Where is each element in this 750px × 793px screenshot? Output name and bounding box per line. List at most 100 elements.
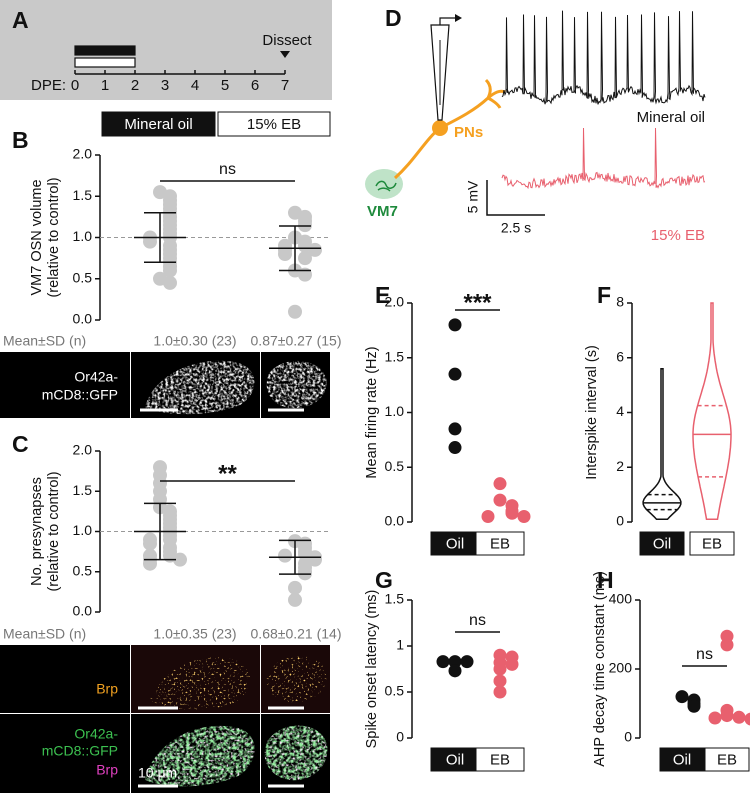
- y-tick-label: 1.0: [385, 403, 405, 419]
- micrograph: [266, 655, 327, 703]
- y-tick-label: 0: [616, 513, 624, 529]
- y-axis-label: (relative to control): [46, 471, 62, 591]
- micrograph: [264, 725, 328, 781]
- significance-label: **: [218, 460, 237, 487]
- significance-label: ns: [469, 612, 486, 629]
- group-label-box: [659, 747, 705, 772]
- glomerulus-label: VM7: [367, 203, 398, 220]
- group-label: Oil: [653, 535, 671, 552]
- violin: [692, 302, 732, 521]
- group-label: Oil: [673, 751, 691, 768]
- group-label: EB: [490, 751, 510, 768]
- y-tick-label: 400: [609, 591, 633, 607]
- x-axis-label: DPE:: [31, 77, 66, 94]
- image-label: Or42a-: [74, 369, 118, 385]
- group-label: EB: [490, 535, 510, 552]
- x-tick-label: 4: [191, 77, 199, 94]
- y-tick-label: 2.0: [385, 294, 405, 310]
- data-point: [448, 422, 462, 436]
- legend-label: Mineral oil: [124, 116, 192, 133]
- panel-bg: [0, 0, 332, 100]
- image-label: mCD8::GFP: [42, 743, 118, 759]
- y-tick-label: 0.5: [73, 562, 93, 578]
- x-tick-label: 1: [101, 77, 109, 94]
- data-point: [448, 367, 462, 381]
- data-point: [493, 685, 507, 699]
- data-point: [448, 441, 462, 455]
- data-point: [288, 304, 302, 319]
- data-point: [278, 548, 292, 563]
- y-tick-label: 2.0: [73, 146, 93, 162]
- x-tick-label: 3: [161, 77, 169, 94]
- legend-box: [101, 111, 216, 137]
- data-point: [143, 536, 157, 551]
- panel-letter: F: [597, 282, 611, 308]
- y-tick-label: 4: [616, 403, 624, 419]
- summary-value: 0.87±0.27 (15): [251, 333, 342, 349]
- data-point: [163, 263, 177, 278]
- group-label-box: [475, 747, 525, 772]
- significance-label: ***: [463, 289, 492, 316]
- y-axis-label: Mean firing rate (Hz): [364, 346, 380, 478]
- y-axis-label: AHP decay time constant (ms): [592, 571, 608, 767]
- panel-letter: A: [12, 7, 29, 33]
- group-label-box: [704, 747, 750, 772]
- data-point: [517, 510, 531, 524]
- panel-letter: B: [12, 127, 29, 153]
- electrode-lead: [439, 17, 458, 25]
- data-point: [493, 674, 507, 688]
- arrowhead: [455, 14, 462, 22]
- x-tick-label: 7: [281, 77, 289, 94]
- data-point: [493, 477, 507, 491]
- group-label: EB: [702, 535, 722, 552]
- voltage-trace: [501, 127, 706, 190]
- y-axis-label: Spike onset latency (ms): [364, 590, 380, 749]
- data-point: [163, 275, 177, 290]
- data-point: [744, 712, 750, 726]
- data-point: [288, 592, 302, 607]
- data-point: [687, 699, 701, 713]
- group-label: EB: [717, 751, 737, 768]
- data-point: [298, 251, 312, 266]
- data-point: [298, 267, 312, 282]
- y-tick-label: 0.0: [385, 513, 405, 529]
- y-tick-label: 1.5: [385, 348, 405, 364]
- summary-value: 1.0±0.35 (23): [153, 626, 236, 642]
- y-tick-label: 0.5: [73, 269, 93, 285]
- summary-header: Mean±SD (n): [3, 626, 86, 642]
- y-tick-label: 200: [609, 660, 633, 676]
- image-label: Brp: [96, 762, 118, 778]
- significance-label: ns: [696, 646, 713, 663]
- data-point: [448, 664, 462, 678]
- group-label-box: [475, 531, 525, 556]
- data-point: [460, 655, 474, 669]
- scale-label: 5 mV: [465, 180, 481, 213]
- data-point: [173, 552, 187, 567]
- data-point: [505, 506, 519, 520]
- data-point: [436, 655, 450, 669]
- data-point: [505, 657, 519, 671]
- data-point: [288, 580, 302, 595]
- data-point: [448, 655, 462, 669]
- micrograph: [150, 657, 250, 710]
- dissect-marker: [280, 51, 290, 58]
- panel-letter: E: [375, 282, 390, 308]
- image-label: Brp: [96, 681, 118, 697]
- data-point: [308, 242, 322, 257]
- significance-label: ns: [219, 161, 236, 178]
- trace-label: Mineral oil: [637, 109, 705, 126]
- legend-box: [217, 111, 331, 137]
- data-point: [298, 218, 312, 233]
- violin: [642, 367, 682, 521]
- y-tick-label: 1: [396, 637, 404, 653]
- micrograph: [266, 360, 327, 409]
- summary-value: 0.68±0.21 (14): [251, 626, 342, 642]
- voltage-trace: [501, 10, 706, 105]
- y-tick-label: 1.5: [385, 591, 405, 607]
- group-label: Oil: [446, 751, 464, 768]
- y-axis-label: (relative to control): [46, 177, 62, 297]
- annotation: Dissect: [262, 32, 312, 49]
- data-point: [448, 318, 462, 332]
